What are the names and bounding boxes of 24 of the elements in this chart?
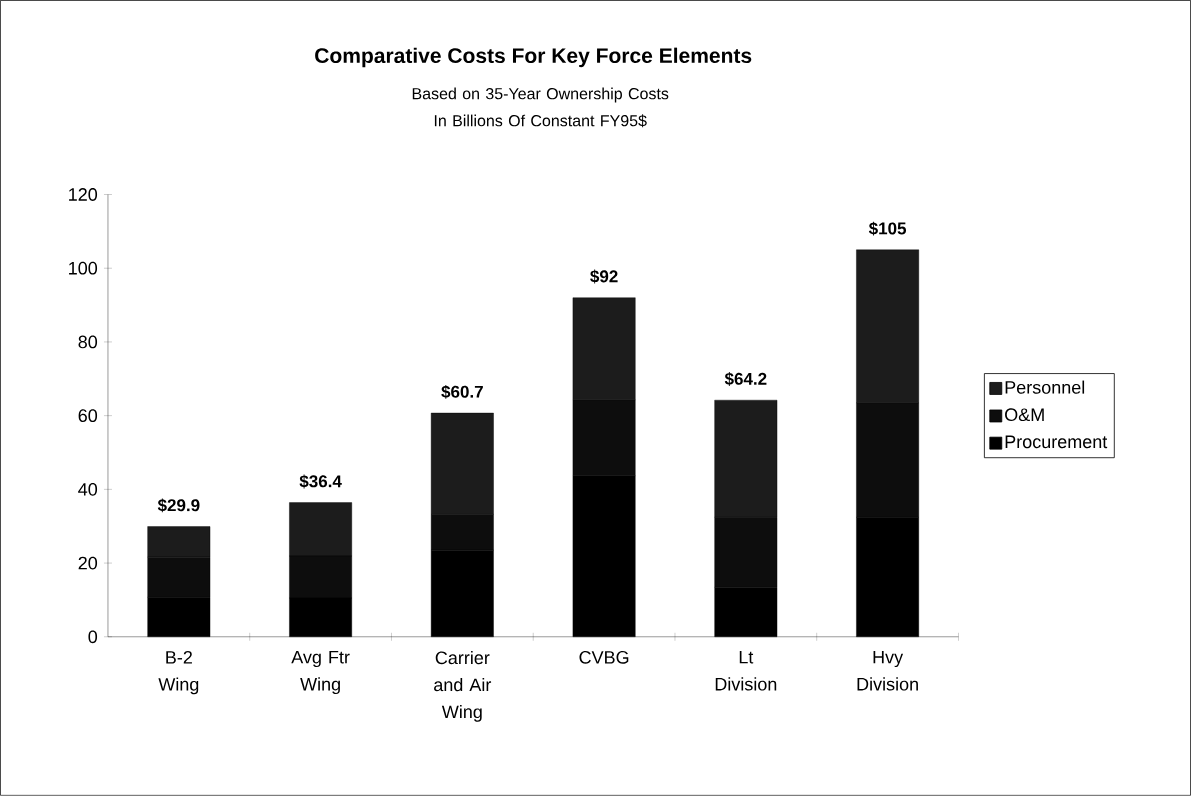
total-label: $92 xyxy=(590,269,618,284)
y-tick-label: 80 xyxy=(78,335,98,349)
total-label: $105 xyxy=(868,221,907,236)
legend-label: O&M xyxy=(1005,408,1044,422)
x-tick-label: Avg Ftr Wing xyxy=(291,651,350,695)
y-tick-label: 100 xyxy=(69,261,98,275)
y-tick-label: 120 xyxy=(69,188,98,201)
y-tick-label: 0 xyxy=(88,630,98,644)
chart-subtitle: Based on 35-Year Ownership Costs In Billions Of Constant FY95$ xyxy=(412,87,669,128)
x-tick-label: CVBG xyxy=(579,651,629,664)
total-label: $29.9 xyxy=(157,498,200,513)
total-label: $64.2 xyxy=(724,372,767,387)
y-tick-label: 20 xyxy=(78,556,98,570)
legend-label: Personnel xyxy=(1005,380,1085,394)
y-tick-label: 40 xyxy=(78,483,98,496)
chart-title: Comparative Costs For Key Force Elements xyxy=(315,47,752,68)
legend-label: Procurement xyxy=(1005,435,1108,449)
x-tick-label: B-2 Wing xyxy=(158,651,199,695)
x-tick-label: Lt Division xyxy=(715,651,777,691)
total-label: $60.7 xyxy=(441,385,483,399)
total-label: $36.4 xyxy=(299,474,342,489)
x-tick-label: Hvy Division xyxy=(857,651,918,691)
x-tick-label: Carrier and Air Wing xyxy=(434,651,492,722)
y-tick-label: 60 xyxy=(78,409,98,423)
